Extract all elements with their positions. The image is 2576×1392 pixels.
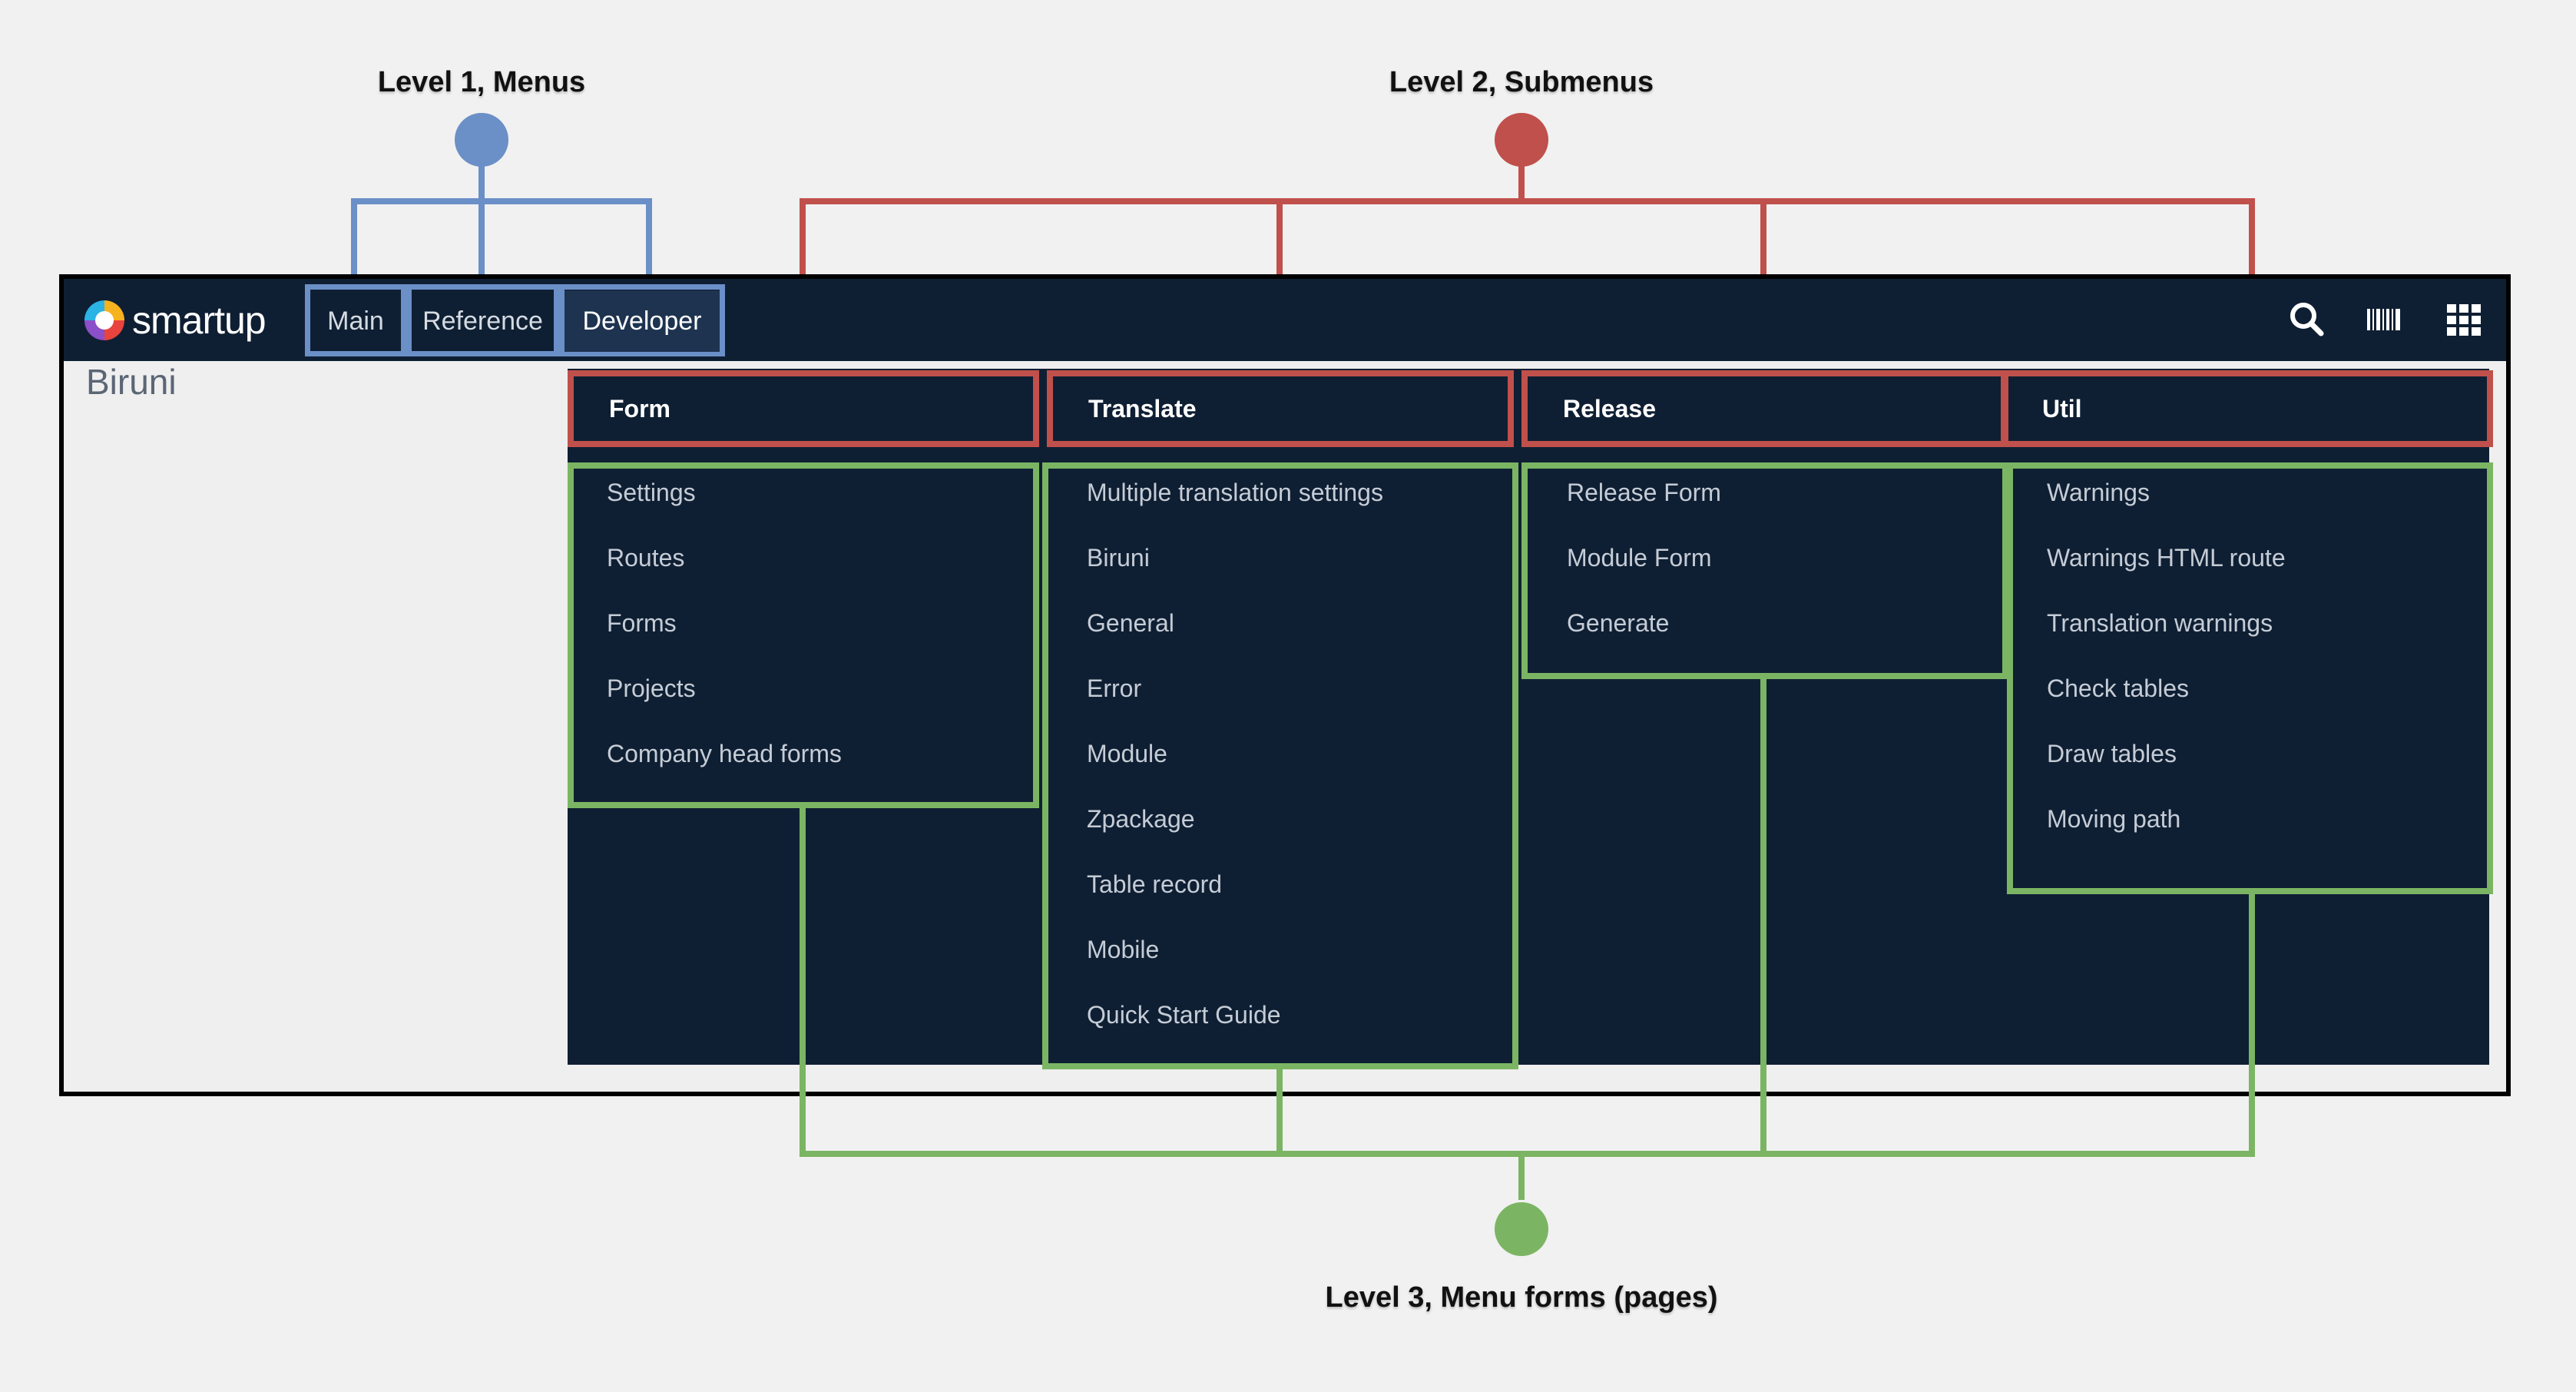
release-item-generate[interactable]: Generate	[1567, 609, 1670, 637]
level1-bracket	[351, 198, 652, 204]
translate-item-quick-start-guide[interactable]: Quick Start Guide	[1087, 1001, 1281, 1029]
util-item-draw-tables[interactable]: Draw tables	[2047, 740, 2177, 767]
submenu-form[interactable]: Form	[568, 370, 1039, 447]
level3-drop-form	[800, 807, 806, 1157]
translate-item-mobile[interactable]: Mobile	[1087, 936, 1160, 963]
logo[interactable]: smartup	[84, 296, 267, 345]
level3-label: Level 3, Menu forms (pages)	[1325, 1281, 1718, 1314]
level1-stem	[478, 161, 485, 201]
submenu-release[interactable]: Release	[1521, 370, 2008, 447]
level1-label: Level 1, Menus	[377, 66, 586, 98]
page-title: Biruni	[86, 362, 177, 402]
util-item-translation-warnings[interactable]: Translation warnings	[2047, 609, 2273, 637]
release-item-release-form[interactable]: Release Form	[1567, 479, 1721, 506]
search-icon[interactable]	[2286, 298, 2329, 341]
translate-item-module[interactable]: Module	[1087, 740, 1167, 767]
barcode-icon[interactable]	[2362, 298, 2405, 341]
level1-drop-reference	[478, 198, 485, 283]
translate-item-error[interactable]: Error	[1087, 674, 1142, 702]
form-item-routes[interactable]: Routes	[607, 544, 685, 572]
form-item-settings[interactable]: Settings	[607, 479, 696, 506]
form-item-company-head-forms[interactable]: Company head forms	[607, 740, 842, 767]
level3-drop-util	[2249, 893, 2255, 1157]
submenu-util[interactable]: Util	[2001, 370, 2493, 447]
level3-dot	[1495, 1202, 1548, 1256]
util-items-box	[2007, 462, 2493, 894]
release-items-box	[1521, 462, 2008, 679]
util-item-warnings[interactable]: Warnings	[2047, 479, 2150, 506]
level3-stem	[1518, 1154, 1525, 1200]
level3-drop-release	[1760, 678, 1766, 1157]
level3-bracket	[800, 1151, 2255, 1157]
level2-label: Level 2, Submenus	[1389, 66, 1654, 98]
developer-dropdown	[568, 369, 2489, 1065]
menu-developer-box	[559, 284, 725, 356]
util-item-moving-path[interactable]: Moving path	[2047, 805, 2181, 833]
form-item-forms[interactable]: Forms	[607, 609, 677, 637]
translate-item-multiple-translation-settings[interactable]: Multiple translation settings	[1087, 479, 1383, 506]
level2-bracket	[800, 198, 2255, 204]
translate-item-general[interactable]: General	[1087, 609, 1174, 637]
top-navbar	[64, 279, 2506, 361]
menu-reference[interactable]: Reference	[422, 306, 543, 336]
form-item-projects[interactable]: Projects	[607, 674, 696, 702]
level2-dot	[1495, 113, 1548, 167]
menu-main-box	[305, 284, 406, 356]
translate-items-box	[1042, 462, 1518, 1069]
form-items-box	[568, 462, 1039, 808]
release-item-module-form[interactable]: Module Form	[1567, 544, 1712, 572]
translate-item-zpackage[interactable]: Zpackage	[1087, 805, 1195, 833]
menu-developer[interactable]: Developer	[565, 290, 720, 352]
level1-dot	[455, 113, 508, 167]
submenu-translate[interactable]: Translate	[1047, 370, 1514, 447]
level2-stem	[1518, 161, 1525, 201]
grid-icon[interactable]	[2442, 298, 2485, 341]
translate-item-table-record[interactable]: Table record	[1087, 870, 1223, 898]
level1-drop-developer	[646, 198, 652, 283]
logo-mark-icon	[84, 300, 124, 340]
logo-text: smartup	[132, 299, 267, 342]
level1-drop-main	[351, 198, 357, 283]
menu-main[interactable]: Main	[327, 306, 384, 336]
menu-reference-box	[406, 284, 559, 356]
translate-item-biruni[interactable]: Biruni	[1087, 544, 1150, 572]
util-item-warnings-html-route[interactable]: Warnings HTML route	[2047, 544, 2286, 572]
level3-drop-translate	[1276, 1068, 1283, 1157]
util-item-check-tables[interactable]: Check tables	[2047, 674, 2189, 702]
